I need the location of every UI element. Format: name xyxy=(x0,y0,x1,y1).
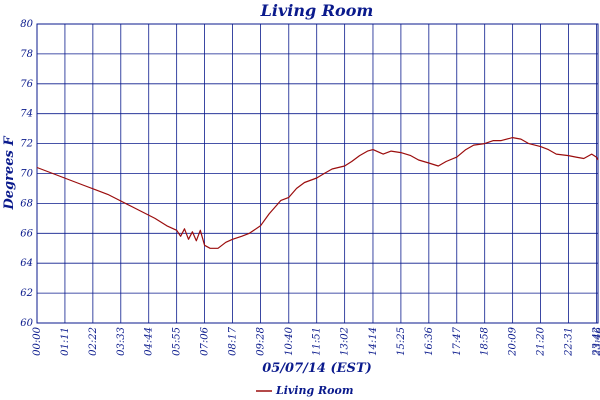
x-tick-label: 16:36 xyxy=(424,326,435,355)
y-tick-label: 70 xyxy=(20,169,33,180)
y-axis-label: Degrees F xyxy=(2,136,17,211)
x-tick-labels: 00:00 01:11 02:22 03:33 04:44 05:55 07:06 08:17… xyxy=(32,326,600,356)
x-tick-label: 05:55 xyxy=(172,327,183,356)
x-tick-label: 21:20 xyxy=(536,326,547,356)
grid-lines xyxy=(36,23,599,324)
x-tick-label: 13:02 xyxy=(340,327,351,356)
x-tick-label: 23:42 xyxy=(591,327,600,357)
x-tick-label: 23:46 xyxy=(593,326,600,356)
x-axis-label: 05/07/14 (EST) xyxy=(262,361,372,376)
y-tick-labels: 60 62 64 66 68 70 72 74 76 78 80 xyxy=(20,19,33,329)
x-tick-label: 11:51 xyxy=(312,327,323,356)
y-tick-label: 66 xyxy=(20,228,33,239)
x-tick-label: 07:06 xyxy=(200,326,211,355)
x-tick-label: 00:00 xyxy=(32,326,43,355)
chart-title: Living Room xyxy=(260,1,374,20)
y-tick-label: 62 xyxy=(20,288,33,299)
x-tick-label: 01:11 xyxy=(60,327,71,356)
legend-label: Living Room xyxy=(275,384,353,397)
y-tick-label: 76 xyxy=(20,79,33,90)
x-tick-label: 03:33 xyxy=(116,327,127,356)
x-tick-label: 17:47 xyxy=(452,326,463,355)
series-line-living-room xyxy=(36,137,599,249)
x-tick-label: 15:25 xyxy=(396,327,407,356)
x-tick-label: 22:31 xyxy=(563,327,574,357)
x-tick-label: 10:40 xyxy=(284,326,295,355)
x-tick-label: 20:09 xyxy=(508,326,519,356)
y-tick-label: 74 xyxy=(20,109,33,120)
x-tick-label: 18:58 xyxy=(480,327,491,356)
y-tick-label: 60 xyxy=(20,318,33,329)
y-tick-label: 68 xyxy=(20,198,33,209)
x-tick-label: 14:14 xyxy=(368,327,379,356)
y-tick-label: 64 xyxy=(20,258,33,269)
x-tick-label: 08:17 xyxy=(228,326,239,355)
x-tick-label: 02:22 xyxy=(88,327,99,356)
x-tick-label: 09:28 xyxy=(255,327,266,356)
y-tick-label: 80 xyxy=(20,19,33,30)
y-tick-label: 78 xyxy=(20,49,33,60)
legend: Living Room xyxy=(256,384,353,397)
y-tick-label: 72 xyxy=(20,139,33,150)
x-tick-label: 04:44 xyxy=(144,327,155,356)
